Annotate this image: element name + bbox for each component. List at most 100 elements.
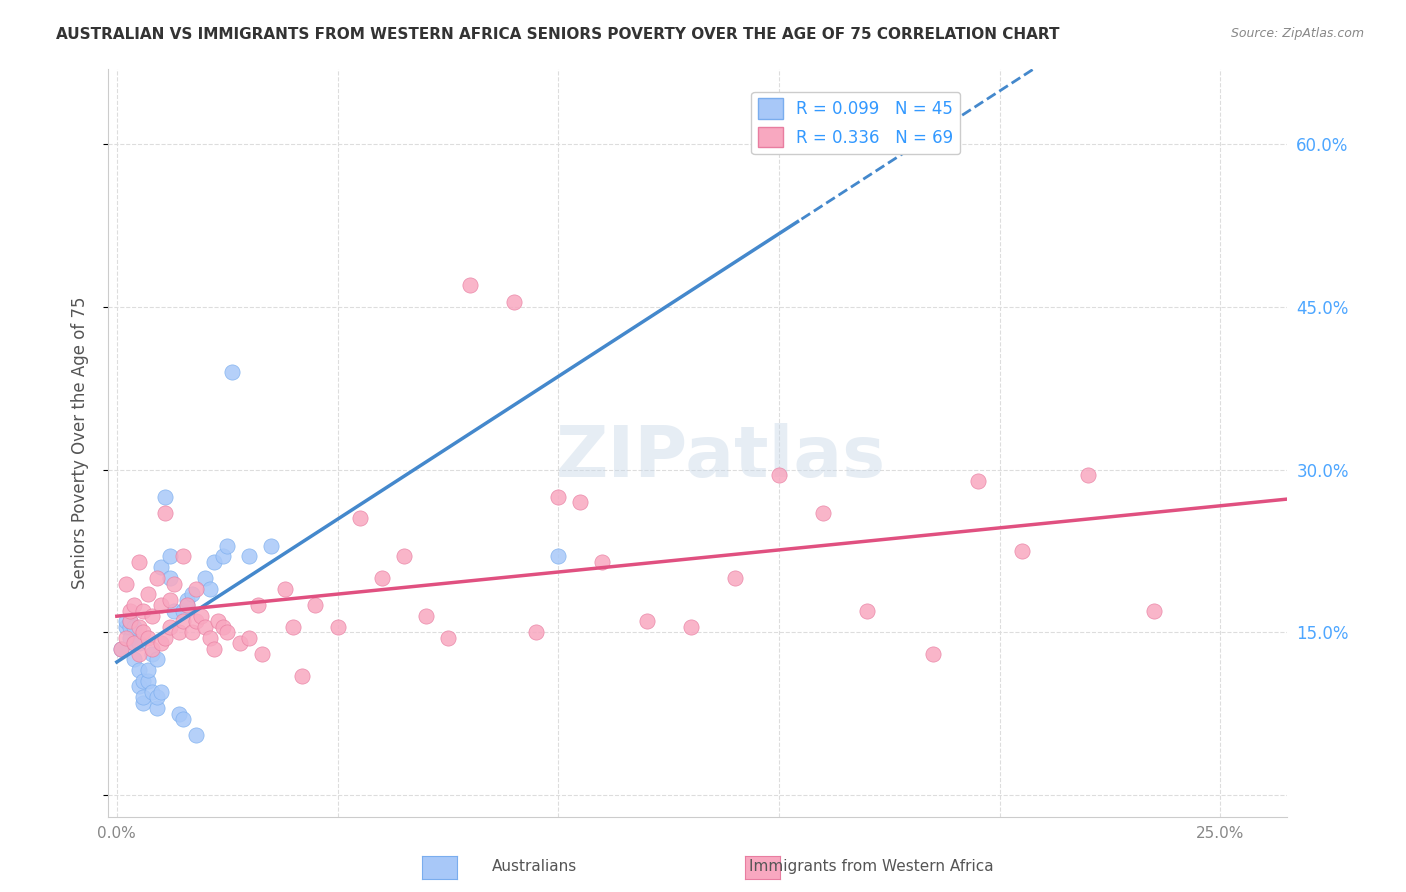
Point [547, 490, 569, 504]
Point [198, 582, 221, 596]
Point [503, 294, 526, 309]
Point [145, 690, 167, 705]
Point [149, 560, 172, 574]
Point [128, 663, 150, 677]
Point [304, 598, 326, 612]
Point [211, 549, 233, 564]
Point [370, 571, 392, 585]
Point [176, 598, 198, 612]
Point [167, 625, 190, 640]
Point [145, 571, 167, 585]
Point [114, 631, 136, 645]
Point [724, 571, 747, 585]
Point [132, 690, 155, 705]
Point [159, 549, 181, 564]
Text: Source: ZipAtlas.com: Source: ZipAtlas.com [1230, 27, 1364, 40]
Point [128, 647, 150, 661]
Point [114, 576, 136, 591]
Point [120, 631, 142, 645]
Point [128, 680, 150, 694]
Point [273, 582, 295, 596]
Point [132, 625, 155, 640]
Point [790, 137, 813, 152]
Point [120, 615, 142, 629]
Point [186, 582, 208, 596]
Point [856, 604, 879, 618]
Point [547, 549, 569, 564]
Point [966, 474, 988, 488]
Point [202, 555, 225, 569]
Point [145, 652, 167, 666]
Point [180, 625, 202, 640]
Point [636, 615, 658, 629]
Point [159, 571, 181, 585]
Point [326, 620, 349, 634]
Point [229, 636, 252, 650]
Point [136, 674, 159, 689]
Point [247, 598, 270, 612]
Point [120, 620, 142, 634]
Text: ZIPatlas: ZIPatlas [555, 423, 886, 492]
Point [128, 620, 150, 634]
Point [120, 615, 142, 629]
Point [811, 506, 834, 520]
Point [141, 685, 163, 699]
Point [1143, 604, 1166, 618]
Point [1077, 468, 1099, 483]
Point [679, 620, 702, 634]
Point [132, 674, 155, 689]
Point [217, 625, 239, 640]
Point [458, 278, 481, 293]
Point [136, 631, 159, 645]
Point [110, 641, 132, 656]
Point [591, 555, 613, 569]
Point [198, 631, 221, 645]
Point [768, 468, 790, 483]
Point [207, 615, 229, 629]
Point [221, 365, 243, 379]
Point [202, 641, 225, 656]
Point [132, 696, 155, 710]
Point [155, 631, 177, 645]
Point [1011, 544, 1033, 558]
Point [149, 598, 172, 612]
Point [124, 636, 146, 650]
Point [149, 685, 172, 699]
Point [149, 636, 172, 650]
Point [392, 549, 415, 564]
Point [145, 701, 167, 715]
Point [252, 647, 274, 661]
Point [155, 490, 177, 504]
Point [136, 663, 159, 677]
Point [524, 625, 547, 640]
Point [159, 592, 181, 607]
Point [132, 604, 155, 618]
Text: Australians: Australians [492, 859, 576, 874]
Point [141, 647, 163, 661]
Point [110, 641, 132, 656]
Point [155, 506, 177, 520]
Legend: R = 0.099   N = 45, R = 0.336   N = 69: R = 0.099 N = 45, R = 0.336 N = 69 [751, 92, 960, 154]
Point [569, 495, 592, 509]
Text: AUSTRALIAN VS IMMIGRANTS FROM WESTERN AFRICA SENIORS POVERTY OVER THE AGE OF 75 : AUSTRALIAN VS IMMIGRANTS FROM WESTERN AF… [56, 27, 1060, 42]
Point [128, 636, 150, 650]
Point [211, 620, 233, 634]
Point [217, 539, 239, 553]
Text: Immigrants from Western Africa: Immigrants from Western Africa [749, 859, 994, 874]
Point [163, 604, 186, 618]
Point [349, 511, 371, 525]
Point [124, 652, 146, 666]
Point [124, 598, 146, 612]
Point [283, 620, 305, 634]
Point [291, 668, 314, 682]
Point [415, 609, 437, 624]
Point [114, 620, 136, 634]
Point [194, 571, 217, 585]
Point [136, 587, 159, 601]
Point [124, 620, 146, 634]
Point [238, 631, 260, 645]
Point [141, 641, 163, 656]
Point [190, 609, 212, 624]
Point [172, 712, 194, 726]
Point [124, 636, 146, 650]
